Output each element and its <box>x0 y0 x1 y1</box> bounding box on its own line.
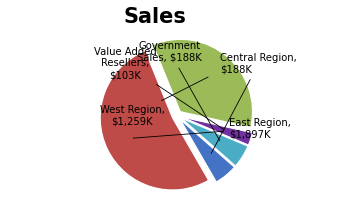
Text: Value Added
Resellers,
$103K: Value Added Resellers, $103K <box>93 47 224 130</box>
Text: Sales: Sales <box>124 7 187 27</box>
Text: East Region,
$1,897K: East Region, $1,897K <box>133 118 291 139</box>
Wedge shape <box>153 39 252 127</box>
Text: West Region,
$1,259K: West Region, $1,259K <box>100 77 208 126</box>
Wedge shape <box>182 117 252 145</box>
Wedge shape <box>180 119 234 182</box>
Wedge shape <box>100 51 209 190</box>
Wedge shape <box>181 118 248 166</box>
Text: Government
Sales, $188K: Government Sales, $188K <box>137 41 220 141</box>
Text: Central Region,
$188K: Central Region, $188K <box>211 53 297 153</box>
